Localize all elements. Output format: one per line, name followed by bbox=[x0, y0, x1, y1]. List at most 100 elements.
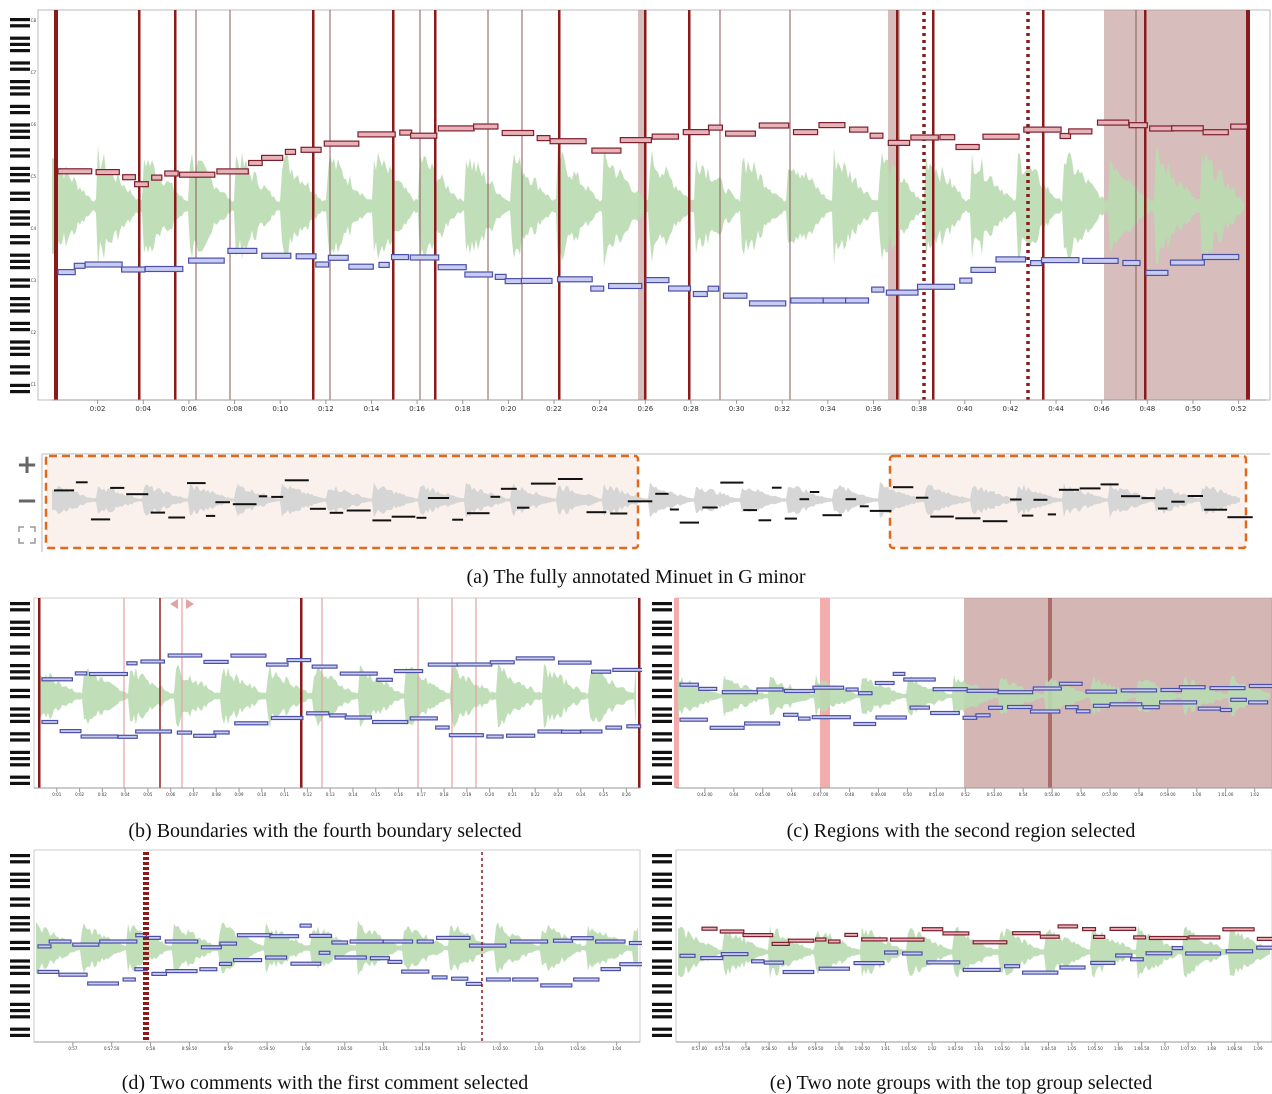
panel-a-canvas[interactable]: C8 C7 C6 C5 C4 C3 C2 C1 0:02 0:04 0:06 0:08 0:10 0:12… bbox=[8, 8, 1272, 426]
note bbox=[504, 278, 524, 285]
note bbox=[1029, 709, 1061, 714]
panel-c-regions[interactable]: 0:42.00 0:44 0:45.00 0:46 0:47.00 0:48 0:49.00… bbox=[650, 596, 1272, 806]
note bbox=[435, 725, 450, 730]
note bbox=[409, 716, 438, 721]
piano-key bbox=[652, 713, 672, 717]
time-tick-label: 0:56 bbox=[1077, 792, 1086, 797]
note bbox=[151, 971, 168, 977]
note bbox=[590, 669, 612, 674]
piano-key bbox=[652, 959, 672, 963]
nav-note bbox=[1058, 488, 1079, 491]
piano-key bbox=[10, 738, 30, 742]
note bbox=[540, 983, 573, 988]
piano-key bbox=[10, 750, 30, 754]
note bbox=[382, 939, 414, 944]
note bbox=[607, 282, 643, 290]
note bbox=[431, 975, 448, 980]
boundary bbox=[300, 598, 303, 788]
panel-e-note-groups[interactable]: 0:57.00 0:57.50 0:58 0:58.50 0:59 0:59.50 1:00… bbox=[650, 848, 1272, 1058]
note bbox=[372, 719, 409, 725]
note bbox=[707, 285, 720, 292]
nav-note bbox=[452, 518, 464, 521]
fit-to-view-icon[interactable] bbox=[18, 526, 36, 544]
piano-key bbox=[10, 135, 30, 139]
piano-key bbox=[10, 965, 30, 969]
note bbox=[151, 174, 163, 181]
panel-b-canvas[interactable]: 0:01 0:02 0:02 0:04 0:05 0:06 0:07 0:08 0:09 0:10… bbox=[8, 596, 642, 806]
note bbox=[165, 968, 198, 974]
piano-key bbox=[10, 390, 30, 394]
panel-e-canvas[interactable]: 0:57.00 0:57.50 0:58 0:58.50 0:59 0:59.50 1:00… bbox=[650, 848, 1272, 1058]
note bbox=[376, 677, 393, 682]
note bbox=[164, 939, 199, 944]
nav-note bbox=[150, 511, 166, 514]
panel-d-canvas[interactable]: 0:57 0:57.50 0:58 0:58.50 0:59 0:59.50 1:00 1:0… bbox=[8, 848, 642, 1058]
note bbox=[48, 939, 72, 944]
waveform bbox=[52, 144, 1244, 268]
piano-key bbox=[10, 154, 30, 158]
boundary bbox=[638, 598, 641, 788]
panel-a-piano-roll[interactable]: C8 C7 C6 C5 C4 C3 C2 C1 0:02 0:04 0:06 0:08 0:10 0:12… bbox=[8, 8, 1272, 426]
note bbox=[1178, 685, 1206, 690]
nav-note bbox=[743, 509, 757, 512]
time-tick-label: 0:58 bbox=[741, 1046, 750, 1051]
octave-label: C4 bbox=[31, 226, 37, 231]
time-tick-label: 1:02.50 bbox=[948, 1046, 964, 1051]
note bbox=[349, 939, 384, 944]
note bbox=[619, 137, 652, 144]
note bbox=[1075, 709, 1091, 714]
nav-note bbox=[720, 481, 744, 484]
note bbox=[1256, 936, 1272, 942]
nav-note bbox=[372, 519, 392, 522]
time-tick-label: 0:14 bbox=[364, 405, 380, 413]
note bbox=[1120, 688, 1158, 693]
note bbox=[1093, 934, 1106, 940]
note bbox=[327, 254, 349, 261]
nav-note bbox=[168, 516, 186, 519]
boundary bbox=[558, 10, 561, 400]
note bbox=[1090, 960, 1116, 966]
nav-note bbox=[702, 506, 718, 509]
zoom-out-button[interactable]: − bbox=[16, 486, 38, 516]
piano-key bbox=[652, 965, 672, 969]
note bbox=[869, 132, 884, 139]
zoom-in-button[interactable]: + bbox=[16, 450, 38, 480]
time-tick-label: 0:58 bbox=[1134, 792, 1143, 797]
navigator-canvas[interactable] bbox=[8, 448, 1272, 556]
piano-key bbox=[10, 253, 30, 257]
time-tick-label: 0:05 bbox=[143, 792, 152, 797]
piano-key bbox=[652, 1002, 672, 1006]
boundary bbox=[896, 10, 899, 400]
piano-key bbox=[652, 602, 672, 606]
time-tick-label: 0:57.00 bbox=[1102, 792, 1118, 797]
note bbox=[73, 262, 86, 269]
note bbox=[916, 283, 956, 290]
nav-note bbox=[845, 498, 857, 501]
note bbox=[1219, 707, 1233, 713]
time-tick-label: 1:01.50 bbox=[415, 1046, 431, 1051]
panel-b-boundaries[interactable]: 0:01 0:02 0:02 0:04 0:05 0:06 0:07 0:08 0:09 0:10… bbox=[8, 596, 642, 806]
note bbox=[456, 662, 493, 667]
time-tick-label: 0:22 bbox=[546, 405, 562, 413]
piano-key bbox=[652, 860, 672, 864]
time-tick-label: 0:47.00 bbox=[813, 792, 829, 797]
piano-key bbox=[10, 346, 30, 350]
time-tick-label: 0:18 bbox=[440, 792, 449, 797]
note bbox=[1122, 259, 1141, 267]
piano-key bbox=[652, 719, 672, 723]
note bbox=[1171, 945, 1184, 951]
note bbox=[1082, 257, 1119, 264]
time-tick-label: 0:22 bbox=[531, 792, 540, 797]
navigator-strip[interactable]: + − bbox=[8, 448, 1272, 556]
piano-key bbox=[652, 1009, 672, 1013]
note bbox=[719, 929, 745, 934]
panel-c-canvas[interactable]: 0:42.00 0:44 0:45.00 0:46 0:47.00 0:48 0:49.00… bbox=[650, 596, 1272, 806]
note bbox=[619, 962, 642, 967]
boundary bbox=[174, 10, 177, 400]
panel-d-comments[interactable]: 0:57 0:57.50 0:58 0:58.50 0:59 0:59.50 1:00 1:0… bbox=[8, 848, 642, 1058]
note bbox=[203, 659, 229, 665]
piano-key bbox=[10, 757, 30, 761]
note bbox=[286, 657, 312, 663]
octave-label: C1 bbox=[31, 382, 37, 387]
note bbox=[464, 271, 494, 278]
